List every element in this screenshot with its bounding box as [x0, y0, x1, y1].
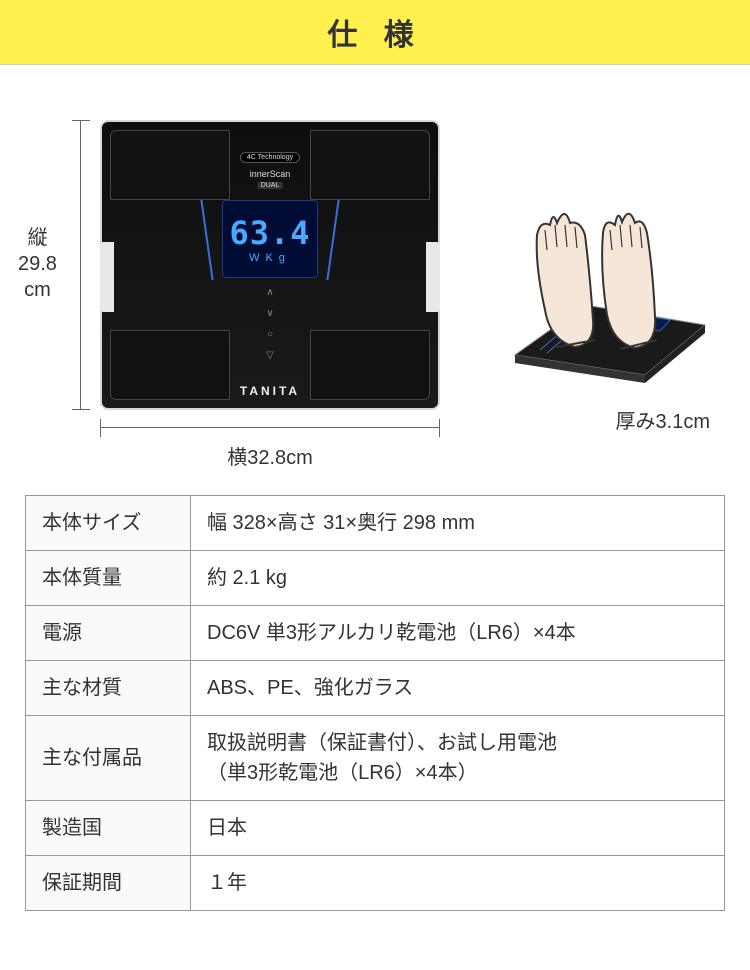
spec-value: DC6V 単3形アルカリ乾電池（LR6）×4本: [191, 606, 725, 661]
spec-value: 幅 328×高さ 31×奥行 298 mm: [191, 496, 725, 551]
spec-value: ABS、PE、強化ガラス: [191, 661, 725, 716]
table-row: 主な付属品取扱説明書（保証書付）、お試し用電池（単3形乾電池（LR6）×4本）: [26, 716, 725, 801]
spec-value: 日本: [191, 801, 725, 856]
brand-line2: DUAL: [258, 182, 283, 189]
spec-value: 約 2.1 kg: [191, 551, 725, 606]
table-row: 本体サイズ幅 328×高さ 31×奥行 298 mm: [26, 496, 725, 551]
scale-perspective-view: [490, 175, 720, 400]
foot-pad: [310, 330, 430, 400]
table-row: 製造国日本: [26, 801, 725, 856]
accent-line: [318, 200, 339, 280]
spec-table: 本体サイズ幅 328×高さ 31×奥行 298 mm本体質量約 2.1 kg電源…: [25, 495, 725, 911]
electrode-side: [100, 242, 114, 312]
spec-value: 取扱説明書（保証書付）、お試し用電池（単3形乾電池（LR6）×4本）: [191, 716, 725, 801]
foot-pad: [310, 130, 430, 200]
height-dimension-label: 縦29.8cm: [18, 225, 57, 303]
spec-key: 製造国: [26, 801, 191, 856]
spec-key: 本体質量: [26, 551, 191, 606]
width-dimension-label: 横32.8cm: [100, 441, 440, 470]
brand-text: innerScan DUAL: [250, 170, 291, 190]
section-header: 仕 様: [0, 0, 750, 65]
table-row: 主な材質ABS、PE、強化ガラス: [26, 661, 725, 716]
electrode-side: [426, 242, 440, 312]
brand-logo: TANITA: [240, 384, 300, 398]
scale-front-view: 4C Technology innerScan DUAL 63.4 WKg ∧∨…: [100, 120, 440, 410]
spec-key: 保証期間: [26, 856, 191, 911]
foot-pad: [110, 130, 230, 200]
width-bracket: [100, 419, 440, 437]
spec-key: 主な材質: [26, 661, 191, 716]
tech-badge: 4C Technology: [240, 152, 300, 163]
spec-key: 電源: [26, 606, 191, 661]
product-diagram: 縦29.8cm 4C Technology innerScan DUAL 63.…: [0, 65, 750, 495]
table-row: 電源DC6V 単3形アルカリ乾電池（LR6）×4本: [26, 606, 725, 661]
thickness-dimension-label: 厚み3.1cm: [616, 405, 710, 434]
foot-pad: [110, 330, 230, 400]
control-buttons: ∧∨○▽: [266, 287, 274, 361]
spec-key: 本体サイズ: [26, 496, 191, 551]
spec-value: １年: [191, 856, 725, 911]
table-row: 保証期間１年: [26, 856, 725, 911]
spec-key: 主な付属品: [26, 716, 191, 801]
lcd-unit: WKg: [249, 252, 291, 264]
accent-line: [200, 200, 221, 280]
table-row: 本体質量約 2.1 kg: [26, 551, 725, 606]
brand-line1: innerScan: [250, 169, 291, 179]
height-bracket: [72, 120, 90, 410]
lcd-value: 63.4: [229, 214, 310, 252]
lcd-display: 63.4 WKg: [222, 200, 318, 278]
